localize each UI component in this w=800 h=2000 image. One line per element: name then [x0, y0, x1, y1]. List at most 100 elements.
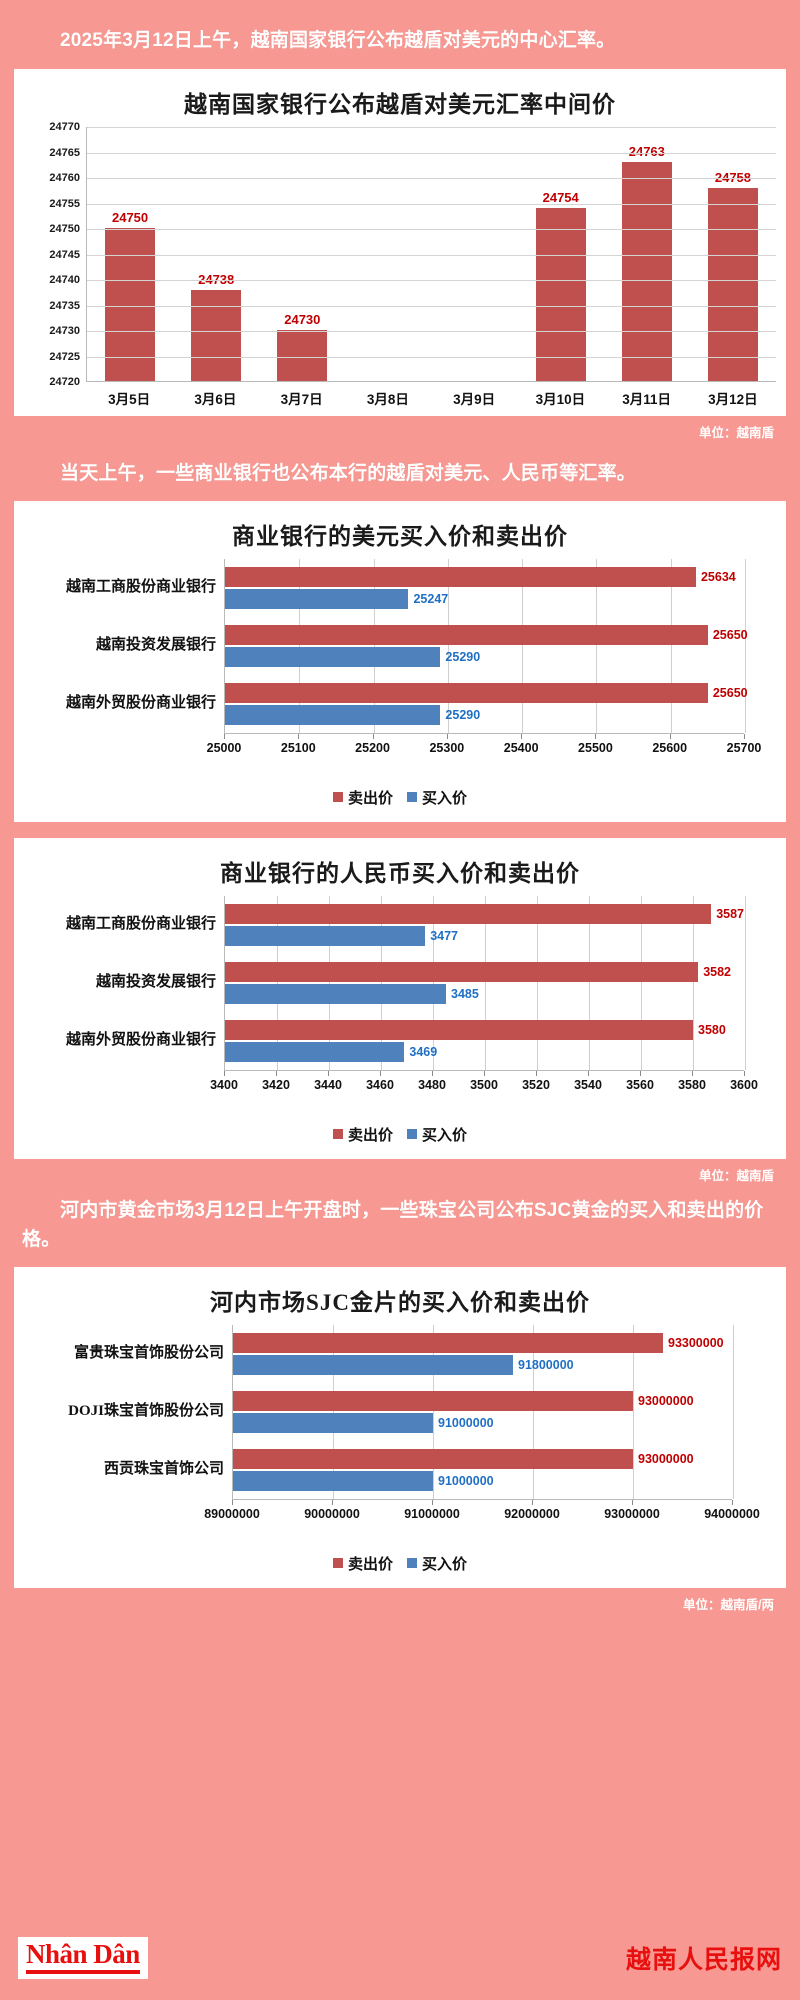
- category-label: 西贡珠宝首饰公司: [103, 1461, 224, 1478]
- x-tick-mark: [372, 733, 374, 739]
- gridline: [733, 1324, 734, 1499]
- gridline: [670, 558, 672, 733]
- bar-group: 3580 3469: [225, 1019, 776, 1062]
- x-tick-mark: [744, 1070, 745, 1076]
- nhandan-logo-text: Nhân Dân: [26, 1941, 140, 1974]
- x-axis: 25000 25100 25200 25300 25400 25500 25600 25700: [207, 732, 761, 757]
- x-tick-mark: [298, 733, 300, 739]
- x-tick-label: 3460: [366, 1077, 394, 1092]
- gridline: [87, 280, 776, 282]
- x-tick-mark: [732, 1499, 733, 1505]
- chart-card-gold-prices: 河内市场SJC金片的买入价和卖出价 富贵珠宝首饰股份公司 DOJI珠宝首饰股份公司…: [14, 1266, 786, 1588]
- legend: 卖出价 买入价: [24, 757, 776, 814]
- legend-item-sell[interactable]: 卖出价: [332, 1124, 393, 1145]
- chart-title-cny-rates: 商业银行的人民币买入价和卖出价: [220, 860, 580, 886]
- x-tick-label: 3420: [262, 1077, 290, 1092]
- x-tick-mark: [521, 733, 523, 739]
- bar-value-label: 3580: [698, 1022, 726, 1037]
- bar-value-label: 24730: [284, 312, 321, 328]
- bar-group: 25650 25290: [225, 624, 776, 667]
- bar-group: 93000000 91000000: [233, 1390, 776, 1433]
- y-tick-label: 24725: [49, 350, 80, 363]
- x-axis: 3400 3420 3440 3460 3480 3500 3520 3540 3560 3580…: [210, 1069, 758, 1094]
- legend-item-buy[interactable]: 买入价: [407, 1124, 467, 1145]
- y-tick-label: 24740: [49, 274, 80, 287]
- gridline: [589, 895, 590, 1070]
- paragraph-central-rate: 2025年3月12日上午，越南国家银行公布越盾对美元的中心汇率。: [60, 30, 616, 51]
- plot-area: 25634 25247 25650 25290 25650 25290: [224, 558, 776, 733]
- bar-value-label: 24754: [542, 190, 579, 206]
- bar: [233, 1354, 513, 1375]
- legend-item-sell[interactable]: 卖出价: [332, 1553, 393, 1574]
- gridline: [87, 152, 776, 154]
- legend-label: 卖出价: [347, 1556, 393, 1573]
- bar: [225, 925, 426, 946]
- bar-group: 3587 3477: [225, 903, 776, 946]
- category-label: 越南外贸股份商业银行: [65, 1032, 216, 1049]
- bar-value-label: 93000000: [638, 1451, 694, 1466]
- chart-cny-rates: 越南工商股份商业银行 越南投资发展银行 越南外贸股份商业银行 3587 3477 3582…: [24, 895, 776, 1151]
- gridline: [537, 895, 538, 1070]
- chart-title-gold-prices: 河内市场SJC金片的买入价和卖出价: [210, 1289, 590, 1315]
- bar: [225, 588, 409, 609]
- y-tick-label: 24760: [49, 172, 80, 185]
- gridline: [596, 558, 598, 733]
- gridline: [533, 1324, 534, 1499]
- bar-group: 25634 25247: [225, 566, 776, 609]
- legend-label: 卖出价: [347, 790, 393, 807]
- bar: [225, 624, 708, 645]
- plot-area: 93300000 91800000 93000000 91000000 93000000…: [232, 1324, 776, 1499]
- x-tick-label: 3月5日: [108, 392, 151, 408]
- bar-value-label: 93000000: [638, 1393, 694, 1408]
- x-tick-label: 3月12日: [708, 392, 758, 408]
- bar: [535, 208, 586, 382]
- bar: [225, 983, 446, 1004]
- bar-value-label: 3587: [716, 906, 744, 921]
- y-axis: 24720 24725 24730 24735 24740 24745 24750 24755…: [24, 121, 86, 388]
- x-tick-mark: [328, 1070, 329, 1076]
- gridline: [745, 895, 746, 1070]
- x-tick-mark: [632, 1499, 633, 1505]
- x-tick-label: 25300: [429, 740, 465, 755]
- gridline: [447, 558, 449, 733]
- legend-swatch-sell-icon: [332, 792, 343, 803]
- site-name: 越南人民报网: [625, 1947, 782, 1974]
- chart-usd-rates: 越南工商股份商业银行 越南投资发展银行 越南外贸股份商业银行 25634 25247 25…: [24, 558, 776, 814]
- bar-value-label: 25634: [700, 569, 736, 584]
- y-tick-label: 24745: [49, 248, 80, 261]
- gridline: [693, 895, 694, 1070]
- legend-swatch-buy-icon: [407, 1129, 417, 1140]
- x-tick-label: 3月7日: [280, 392, 323, 408]
- gridline: [333, 1324, 334, 1499]
- bar-value-label: 24763: [628, 144, 665, 160]
- gridline: [299, 558, 301, 733]
- x-tick-label: 3400: [210, 1077, 238, 1092]
- gridline: [433, 895, 434, 1070]
- bar: [233, 1412, 433, 1433]
- bar-column: 24750: [87, 127, 173, 382]
- bar-value-label: 93300000: [668, 1335, 724, 1350]
- legend-item-buy[interactable]: 买入价: [407, 1553, 467, 1574]
- gridline: [373, 558, 375, 733]
- bar: [277, 330, 328, 382]
- x-tick-label: 92000000: [504, 1506, 560, 1521]
- bar: [233, 1332, 663, 1353]
- legend-item-sell[interactable]: 卖出价: [332, 787, 393, 808]
- legend-swatch-sell-icon: [332, 1558, 343, 1569]
- bar: [233, 1448, 633, 1469]
- y-tick-label: 24720: [49, 376, 80, 389]
- nhandan-logo[interactable]: Nhân Dân: [18, 1937, 148, 1979]
- bar-column: 24758: [690, 127, 776, 382]
- x-tick-label: 3520: [522, 1077, 550, 1092]
- x-tick-mark: [276, 1070, 277, 1076]
- legend-item-buy[interactable]: 买入价: [407, 787, 467, 808]
- gridline: [87, 254, 776, 256]
- bar: [191, 289, 242, 382]
- chart-title-central-rate: 越南国家银行公布越盾对美元汇率中间价: [184, 92, 616, 118]
- x-tick-label: 25500: [578, 740, 613, 755]
- gridline: [87, 305, 776, 307]
- legend-swatch-buy-icon: [407, 1558, 417, 1569]
- legend-swatch-buy-icon: [407, 792, 417, 803]
- x-tick-label: 3月11日: [622, 392, 672, 408]
